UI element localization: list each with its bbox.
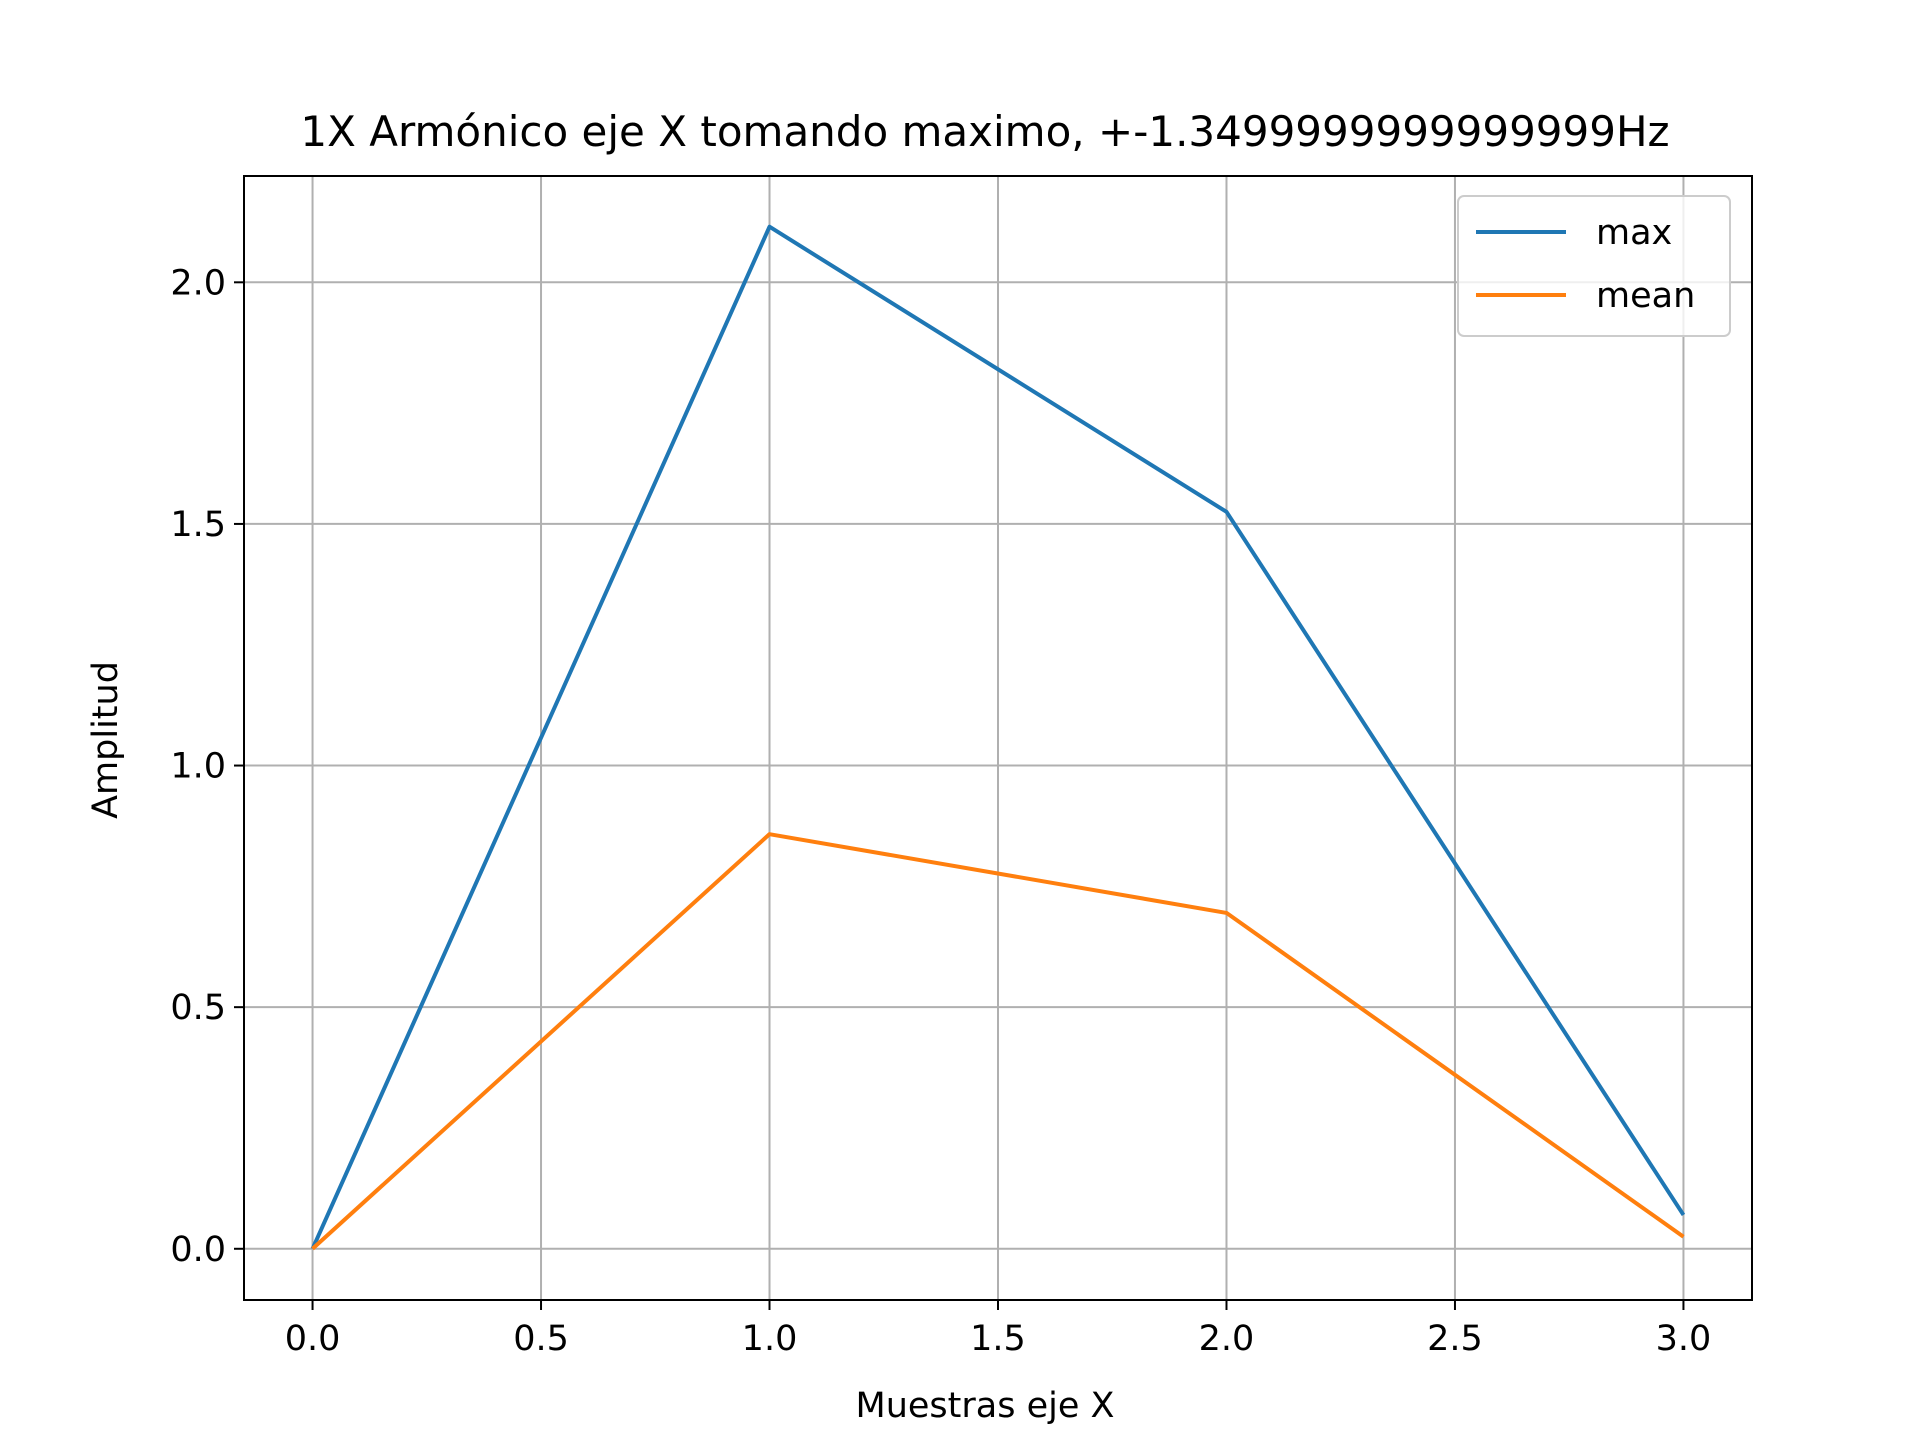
x-axis: 0.0 0.5 1.0 1.5 2.0 2.5 3.0 (285, 1300, 1712, 1359)
series-line-max (310, 224, 1686, 1250)
x-tick-label: 3.0 (1656, 1319, 1712, 1359)
y-tick-label: 1.5 (170, 505, 226, 545)
series-line-mean (311, 832, 1685, 1251)
legend: max mean (1457, 195, 1731, 337)
x-tick-label: 1.5 (970, 1319, 1026, 1359)
x-tick-label: 0.5 (513, 1319, 569, 1359)
x-tick-label: 2.5 (1427, 1319, 1483, 1359)
y-axis: 0.0 0.5 1.0 1.5 2.0 (170, 263, 244, 1270)
x-tick-label: 2.0 (1199, 1319, 1255, 1359)
chart-title: 1X Armónico eje X tomando maximo, +-1.34… (300, 107, 1669, 156)
legend-label-max: max (1596, 213, 1672, 253)
x-axis-label: Muestras eje X (856, 1386, 1115, 1426)
series-lines (310, 224, 1686, 1251)
x-tick-label: 1.0 (742, 1319, 798, 1359)
y-axis-label: Amplitud (86, 661, 126, 819)
y-tick-label: 2.0 (170, 263, 226, 303)
legend-label-mean: mean (1596, 276, 1695, 316)
y-tick-label: 1.0 (170, 747, 226, 787)
y-tick-label: 0.0 (170, 1230, 226, 1270)
y-tick-label: 0.5 (170, 988, 226, 1028)
x-tick-label: 0.0 (285, 1319, 341, 1359)
